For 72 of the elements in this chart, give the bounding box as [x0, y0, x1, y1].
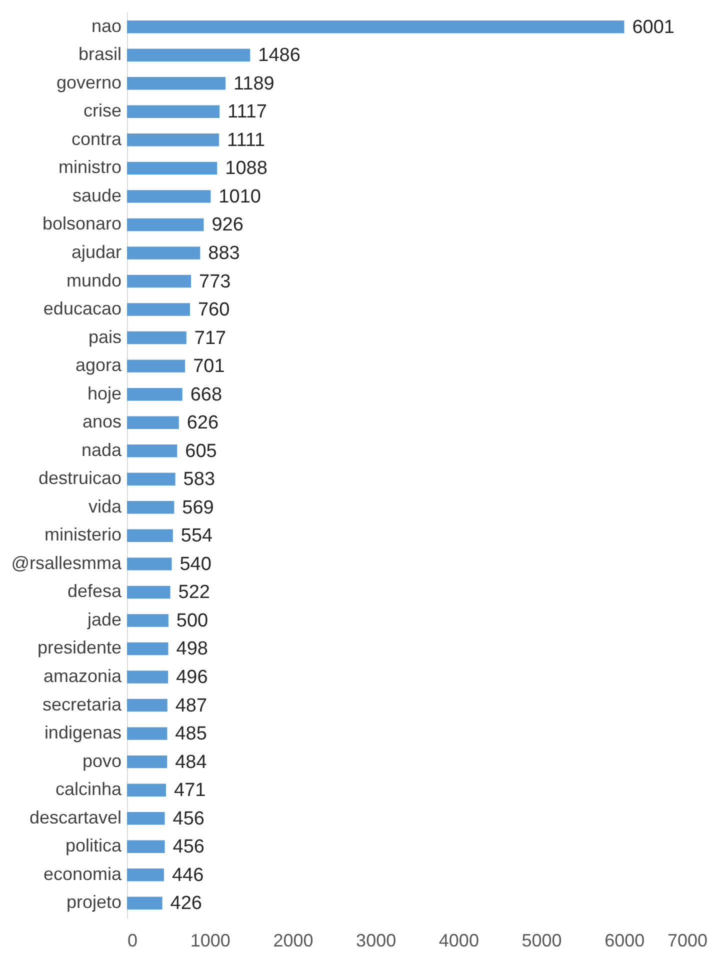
x-tick-label: 4000: [438, 930, 479, 950]
y-tick-label: presidente: [37, 638, 122, 658]
data-label: 487: [175, 695, 208, 716]
data-label: 522: [178, 582, 210, 604]
data-label: 668: [190, 384, 222, 406]
y-tick-label: defesa: [67, 581, 122, 602]
x-tick-label: 7000: [667, 930, 708, 950]
x-tick-label: 1000: [190, 930, 230, 950]
data-label: 426: [170, 893, 202, 914]
y-tick-label: descartavel: [29, 807, 122, 828]
data-label: 456: [172, 808, 204, 830]
data-label: 1189: [234, 73, 274, 94]
data-label: 773: [199, 271, 231, 292]
y-tick-label: @rsallesmma: [11, 552, 122, 573]
y-tick-label: destruicao: [38, 468, 122, 488]
data-label: 6001: [632, 16, 675, 38]
x-tick-label: 2000: [273, 930, 314, 950]
y-tick-label: bolsonaro: [42, 214, 122, 234]
data-label: 485: [175, 724, 207, 745]
y-tick-label: secretaria: [42, 694, 122, 714]
data-label: 1111: [227, 130, 266, 151]
data-label: 883: [208, 242, 240, 264]
y-tick-label: economia: [43, 864, 122, 884]
data-label: 1010: [218, 186, 261, 208]
y-tick-label: povo: [82, 750, 122, 771]
data-label: 1117: [228, 102, 268, 123]
y-tick-label: saude: [72, 185, 122, 206]
y-tick-label: amazonia: [43, 666, 122, 686]
y-tick-label: crise: [83, 100, 122, 121]
data-label: 626: [186, 412, 219, 434]
y-tick-label: ministerio: [44, 524, 122, 545]
y-tick-label: vida: [88, 496, 122, 516]
y-tick-label: mundo: [66, 270, 122, 290]
data-label: 1486: [258, 45, 300, 66]
y-tick-label: projeto: [66, 892, 122, 912]
data-label: 717: [194, 328, 226, 349]
data-label: 1088: [225, 158, 268, 180]
data-label: 498: [176, 638, 208, 660]
data-label: 500: [176, 610, 208, 632]
y-tick-label: calcinha: [55, 779, 122, 800]
y-tick-label: educacao: [43, 298, 122, 319]
data-label: 605: [185, 440, 217, 462]
data-label: 926: [212, 214, 244, 236]
x-tick-label: 5000: [522, 930, 562, 950]
y-tick-label: politica: [65, 836, 122, 856]
data-label: 701: [193, 356, 225, 378]
data-label: 554: [180, 526, 214, 547]
y-tick-label: agora: [75, 355, 122, 376]
data-label: 484: [175, 752, 208, 773]
data-label: 760: [198, 300, 230, 321]
y-tick-label: governo: [56, 72, 122, 92]
data-label: 569: [182, 497, 214, 518]
data-label: 456: [172, 836, 204, 858]
y-tick-label: pais: [88, 326, 122, 347]
data-label: 446: [172, 864, 204, 886]
y-tick-label: contra: [71, 128, 122, 149]
data-label: 471: [174, 780, 206, 802]
y-tick-label: indigenas: [44, 722, 122, 743]
x-tick-label: 3000: [356, 930, 396, 950]
y-tick-label: brasil: [78, 44, 122, 64]
y-tick-label: nao: [91, 16, 122, 36]
y-tick-label: nada: [81, 440, 122, 460]
y-tick-label: jade: [86, 609, 122, 630]
y-tick-label: ajudar: [71, 242, 122, 262]
x-tick-label: 0: [128, 930, 138, 950]
data-label: 540: [180, 554, 212, 575]
y-tick-label: hoje: [87, 383, 122, 404]
data-label: 496: [176, 667, 208, 688]
x-tick-label: 6000: [604, 930, 645, 950]
data-label: 583: [183, 469, 216, 490]
y-tick-label: ministro: [58, 157, 122, 178]
y-tick-label: anos: [82, 412, 122, 432]
